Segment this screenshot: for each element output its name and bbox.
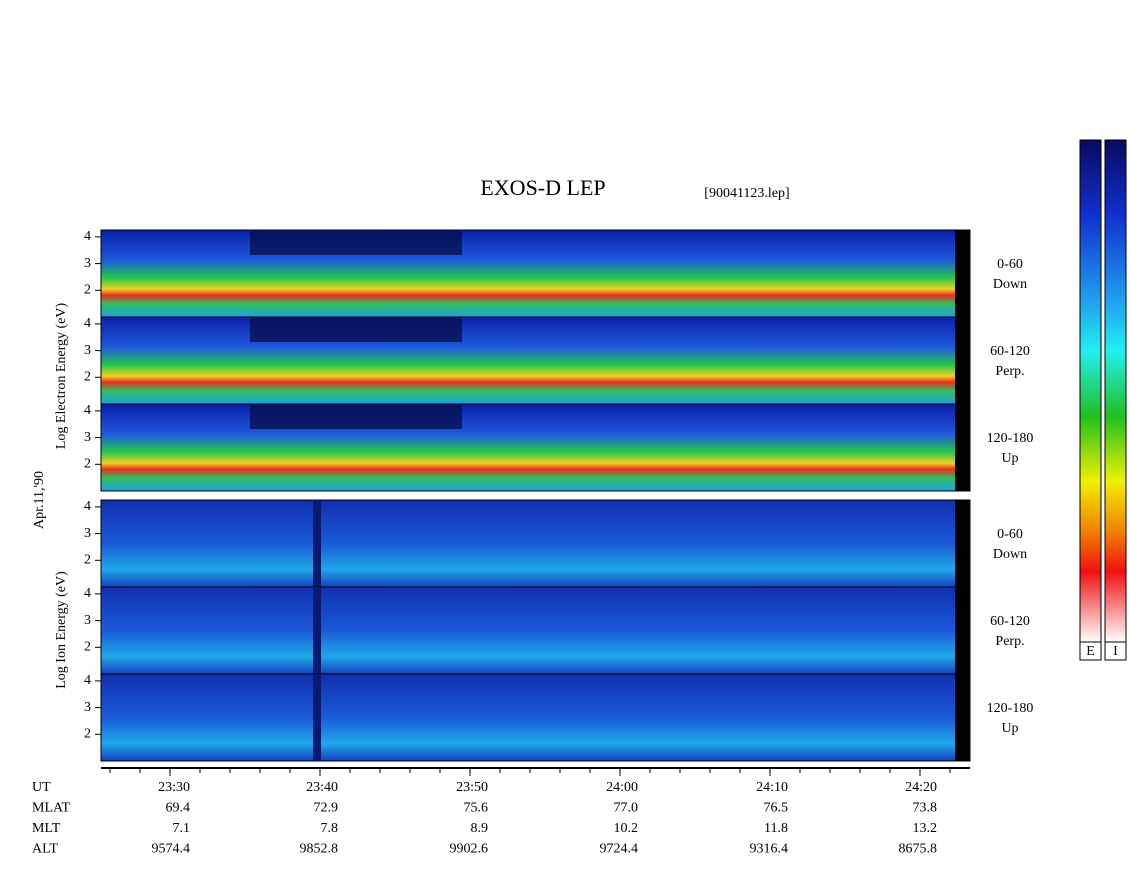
row-label: UT [32, 780, 51, 795]
panel-label: Perp. [995, 364, 1024, 379]
spectrogram-panel [100, 316, 971, 405]
row-label: ALT [32, 842, 58, 857]
row-value: 9852.8 [300, 842, 339, 857]
row-value: 23:30 [158, 780, 190, 795]
row-value: 24:00 [606, 780, 638, 795]
y-tick-label: 2 [84, 727, 91, 742]
data-gap [955, 230, 970, 317]
y-tick-label: 3 [84, 526, 91, 541]
panel-label: 0-60 [997, 527, 1023, 542]
row-value: 76.5 [764, 801, 789, 816]
row-label: MLT [32, 821, 61, 836]
spectrogram-panel [100, 586, 971, 675]
row-value: 72.9 [314, 801, 339, 816]
y-tick-label: 3 [84, 430, 91, 445]
y-tick-label: 4 [84, 586, 91, 601]
y-tick-label: 2 [84, 457, 91, 472]
row-value: 23:40 [306, 780, 338, 795]
panel-label: 60-120 [990, 614, 1030, 629]
colorbar-label: E [1086, 644, 1095, 659]
colorbar-label-box [1079, 641, 1102, 661]
spectrogram-panel [100, 229, 971, 318]
panel-label: Up [1001, 451, 1018, 466]
row-value: 77.0 [614, 801, 639, 816]
y-tick-label: 3 [84, 613, 91, 628]
electron-axis-label: Log Electron Energy (eV) [54, 303, 69, 450]
panel-label: Down [993, 547, 1027, 562]
row-value: 8.9 [471, 821, 489, 836]
y-tick-label: 2 [84, 283, 91, 298]
row-value: 9316.4 [750, 842, 789, 857]
y-tick-label: 4 [84, 316, 91, 331]
noise-band [250, 404, 462, 429]
data-gap [955, 500, 970, 587]
row-value: 13.2 [913, 821, 938, 836]
data-gap [955, 404, 970, 491]
row-value: 73.8 [913, 801, 938, 816]
row-value: 69.4 [166, 801, 191, 816]
panel-label: 60-120 [990, 344, 1030, 359]
row-value: 10.2 [614, 821, 639, 836]
y-tick-label: 3 [84, 343, 91, 358]
panel-label: 120-180 [987, 701, 1034, 716]
y-tick-label: 4 [84, 673, 91, 688]
noise-band [250, 317, 462, 342]
spectrogram-panel [100, 403, 971, 492]
row-value: 24:20 [905, 780, 937, 795]
colorbar [1104, 139, 1127, 643]
y-tick-label: 3 [84, 700, 91, 715]
y-tick-label: 2 [84, 640, 91, 655]
row-value: 11.8 [764, 821, 788, 836]
y-tick-label: 2 [84, 553, 91, 568]
noise-band [313, 500, 321, 587]
panel-label: Down [993, 277, 1027, 292]
row-value: 8675.8 [899, 842, 938, 857]
panel-label: 120-180 [987, 431, 1034, 446]
ion-axis-label: Log Ion Energy (eV) [54, 571, 69, 689]
colorbar-label: I [1113, 644, 1118, 659]
panel-label: Perp. [995, 634, 1024, 649]
y-tick-label: 4 [84, 403, 91, 418]
row-value: 9574.4 [152, 842, 191, 857]
row-value: 9724.4 [600, 842, 639, 857]
row-value: 23:50 [456, 780, 488, 795]
spectrogram-panel [100, 673, 971, 762]
row-value: 9902.6 [450, 842, 489, 857]
data-gap [955, 317, 970, 404]
row-value: 24:10 [756, 780, 788, 795]
panel-label: 0-60 [997, 257, 1023, 272]
noise-band [313, 674, 321, 761]
y-tick-label: 3 [84, 256, 91, 271]
row-value: 7.8 [321, 821, 339, 836]
y-tick-label: 2 [84, 370, 91, 385]
colorbar [1079, 139, 1102, 643]
file-name: [90041123.lep] [704, 186, 789, 201]
panel-label: Up [1001, 721, 1018, 736]
y-tick-label: 4 [84, 499, 91, 514]
noise-band [250, 230, 462, 255]
y-tick-label: 4 [84, 229, 91, 244]
colorbar-label-box [1104, 641, 1127, 661]
date-label: Apr.11,'90 [32, 471, 47, 529]
spectrogram-panel [100, 499, 971, 588]
noise-band [313, 587, 321, 674]
title: EXOS-D LEP [480, 175, 605, 200]
row-value: 75.6 [464, 801, 489, 816]
row-label: MLAT [32, 801, 71, 816]
row-value: 7.1 [173, 821, 191, 836]
data-gap [955, 674, 970, 761]
data-gap [955, 587, 970, 674]
